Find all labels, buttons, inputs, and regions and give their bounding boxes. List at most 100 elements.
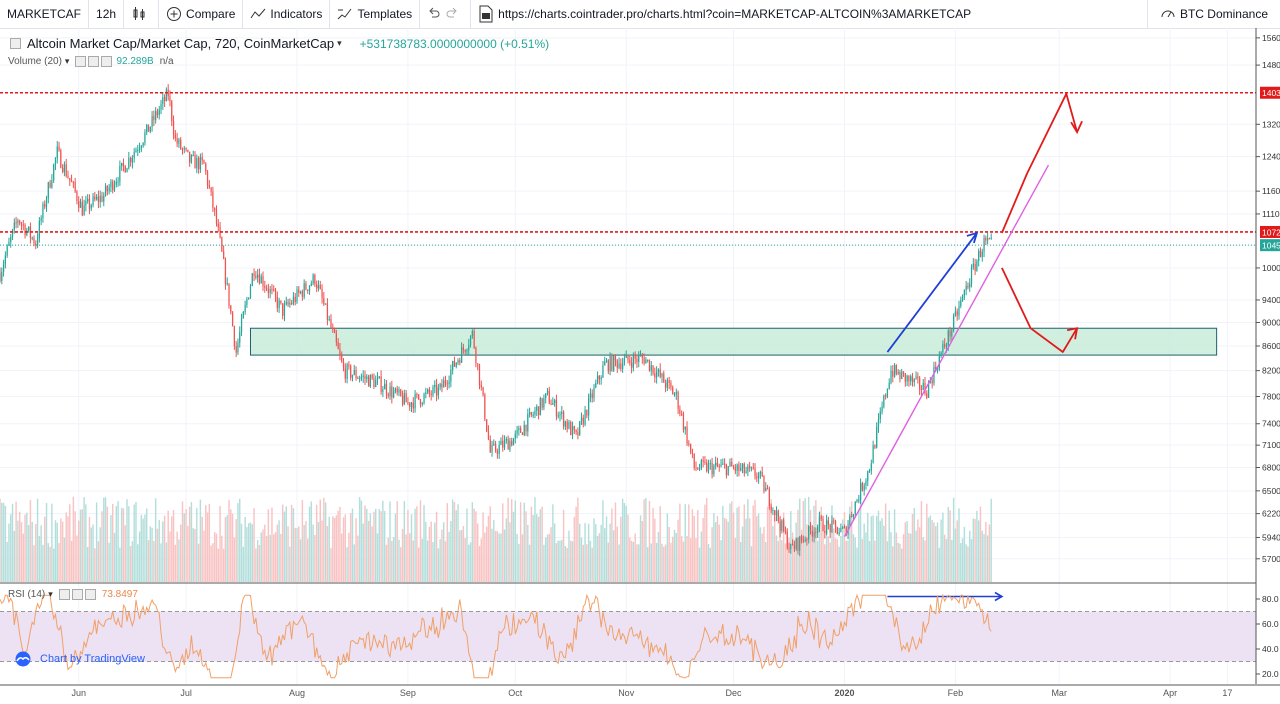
volume-bar — [494, 531, 497, 582]
volume-bar — [604, 528, 606, 582]
candle-body — [487, 431, 490, 440]
candle-body — [341, 354, 343, 362]
volume-bar — [510, 499, 513, 582]
collapse-icon[interactable] — [10, 38, 21, 49]
volume-bar — [255, 548, 257, 582]
candle-body — [944, 344, 946, 347]
chevron-down-icon[interactable]: ▾ — [337, 38, 342, 48]
candle-body — [99, 195, 101, 202]
candle-body — [911, 376, 914, 383]
settings-icon[interactable] — [88, 56, 100, 67]
volume-bar — [829, 542, 831, 582]
candle-body — [121, 162, 123, 167]
chevron-down-icon[interactable]: ▾ — [48, 589, 53, 599]
candle-body — [480, 384, 482, 388]
candle-body — [51, 180, 53, 188]
candle-body — [820, 516, 822, 519]
volume-bar — [88, 517, 91, 582]
candle-body — [600, 377, 602, 380]
volume-bar — [630, 540, 633, 582]
chart-style-button[interactable] — [124, 0, 160, 28]
volume-bar — [151, 527, 153, 582]
candle-body — [874, 445, 876, 448]
candle-body — [611, 356, 613, 371]
candle-body — [353, 370, 355, 375]
volume-bar — [119, 547, 121, 582]
undo-button[interactable] — [420, 0, 472, 28]
time-tick-label: Oct — [508, 688, 523, 698]
compare-button[interactable]: Compare — [159, 0, 244, 28]
resistance-price-tag — [1260, 225, 1280, 238]
eye-icon[interactable] — [58, 589, 70, 600]
candle-body — [282, 303, 284, 316]
volume-bar — [536, 514, 538, 582]
volume-bar — [117, 501, 119, 582]
volume-bar — [629, 537, 631, 582]
compare-symbol-button[interactable]: BTC Dominance — [1146, 0, 1280, 28]
symbol-search[interactable]: MARKETCAF — [0, 0, 90, 28]
volume-bar — [523, 502, 525, 582]
volume-bar — [33, 545, 35, 582]
volume-bar — [448, 531, 450, 582]
volume-bar — [697, 510, 699, 582]
candle-body — [604, 361, 606, 366]
close-icon[interactable] — [101, 56, 113, 67]
indicators-button[interactable]: Indicators — [243, 0, 331, 28]
volume-bar — [355, 518, 357, 582]
candle-body — [727, 466, 729, 476]
candle-body — [557, 415, 559, 417]
candle-body — [432, 387, 434, 396]
volume-bar — [208, 504, 211, 582]
templates-button[interactable]: Templates — [330, 0, 421, 28]
eye-icon[interactable] — [75, 56, 87, 67]
candle-body — [95, 196, 98, 200]
volume-bar — [362, 523, 364, 582]
volume-bar — [729, 503, 731, 582]
volume-bar — [895, 532, 898, 582]
volume-bar — [677, 519, 679, 582]
candle-body — [67, 176, 69, 179]
volume-bar — [618, 544, 620, 582]
volume-bar — [643, 499, 645, 582]
volume-bar — [958, 508, 960, 582]
candle-body — [552, 403, 554, 405]
horizontal-levels[interactable]: 1403 1072 1045 — [0, 86, 1280, 252]
volume-label[interactable]: Volume (20) — [8, 56, 62, 67]
url-bar[interactable]: https://charts.cointrader.pro/charts.htm… — [471, 0, 1147, 28]
candle-body — [761, 471, 763, 476]
candle-body — [956, 311, 958, 316]
candle-body — [990, 237, 992, 239]
candle-body — [838, 532, 840, 535]
resistance-price-tag — [1260, 86, 1280, 99]
series-title[interactable]: Altcoin Market Cap/Market Cap, 720, Coin… — [27, 36, 335, 51]
volume-bar — [414, 508, 416, 582]
candle-body — [444, 380, 447, 384]
rsi-label[interactable]: RSI (14) — [8, 589, 46, 600]
volume-bar — [614, 502, 617, 582]
volume-bar — [52, 548, 55, 582]
candle-body — [661, 373, 663, 377]
volume-bar — [922, 537, 924, 582]
chevron-down-icon[interactable]: ▾ — [64, 56, 70, 66]
interval-selector[interactable]: 12h — [89, 0, 125, 28]
volume-bar — [684, 504, 686, 582]
volume-bar — [702, 517, 704, 582]
candle-body — [620, 363, 622, 369]
tradingview-watermark[interactable]: Chart by TradingView — [12, 651, 145, 667]
drawings[interactable] — [843, 92, 1083, 602]
candle-body — [825, 520, 828, 534]
settings-icon[interactable] — [71, 589, 83, 600]
candle-body — [387, 394, 389, 396]
volume-bar — [756, 516, 758, 582]
volume-bar — [323, 497, 325, 582]
candle-body — [249, 285, 252, 298]
volume-bar — [188, 506, 191, 582]
volume-bar — [86, 547, 89, 582]
support-zone[interactable] — [249, 327, 1218, 356]
candle-body — [423, 394, 425, 404]
close-icon[interactable] — [84, 589, 96, 600]
red-path-down — [1001, 267, 1078, 353]
price-chart[interactable]: 1403 1072 1045 Jun Jul Aug Sep Oct Nov Dec 2020 Fe… — [0, 28, 1280, 704]
volume-bar — [951, 539, 953, 582]
volume-bar — [0, 498, 1, 582]
